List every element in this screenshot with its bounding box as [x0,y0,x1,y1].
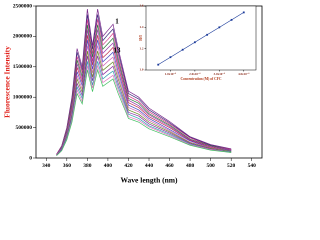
x-tick-label: 480 [186,163,195,169]
data-point [206,33,209,36]
x-tick-label: 540 [248,163,257,169]
x-tick-label: 500 [207,163,216,169]
x-tick-label: 400 [104,163,113,169]
data-point [230,18,233,21]
y-tick-label: 1.6 [140,4,144,8]
data-point [157,63,160,66]
y-tick-label: 1500000 [13,64,33,70]
series-line [56,55,232,156]
inset-frame [145,5,257,71]
y-axis-label: Fluorescence Intensity [3,46,12,118]
data-point [242,11,245,14]
series-line [158,12,244,65]
x-tick-label: 4.0x10⁻⁶ [238,72,249,76]
series-line [56,35,232,156]
y-tick-label: 500000 [16,125,33,131]
annotation: 13 [114,47,122,55]
x-tick-label: 360 [63,163,72,169]
data-point [218,26,221,29]
series-line [56,64,232,156]
series-line [56,68,232,156]
y-tick-label: 1000000 [13,94,33,100]
x-tick-label: 2.0x10⁻⁶ [189,72,200,76]
y-tick-label: 0 [29,155,32,161]
chart: 340 360 380 400 420 440 460 480 500 520 540 0 500000… [3,3,263,185]
y-tick-label: 1.2 [140,46,144,50]
x-tick-label: 1.0x10⁻⁶ [165,72,176,76]
annotation: 1 [115,18,119,26]
y-tick-label: 2500000 [13,3,33,9]
series-line [56,45,232,156]
y-tick-label: 1.0 [140,68,144,72]
x-tick-label: 440 [145,163,154,169]
x-tick-label: 420 [124,163,133,169]
x-tick-label: 520 [227,163,236,169]
data-point [193,41,196,44]
y-tick-label: 2000000 [13,34,33,40]
x-axis-label: Wave length (nm) [120,176,178,185]
data-point [169,56,172,59]
y-tick-label: 1.4 [140,25,144,29]
x-tick-label: 460 [165,163,174,169]
x-tick-label: 3.0x10⁻⁶ [214,72,225,76]
x-axis-label: Concentration (M) of CFC [180,77,221,81]
x-tick-label: 340 [42,163,51,169]
x-tick-label: 380 [83,163,92,169]
y-axis-label: I0/I [139,35,143,41]
data-point [181,48,184,51]
